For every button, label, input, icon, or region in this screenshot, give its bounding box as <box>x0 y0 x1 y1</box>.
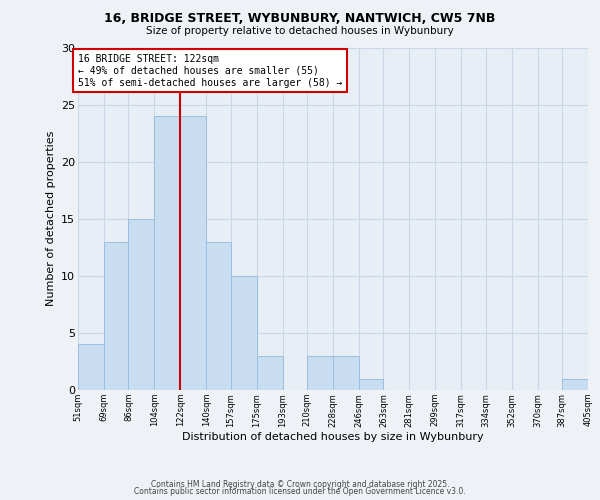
Bar <box>359 378 383 390</box>
X-axis label: Distribution of detached houses by size in Wybunbury: Distribution of detached houses by size … <box>182 432 484 442</box>
Text: Contains public sector information licensed under the Open Government Licence v3: Contains public sector information licen… <box>134 487 466 496</box>
Bar <box>206 242 231 390</box>
Text: Contains HM Land Registry data © Crown copyright and database right 2025.: Contains HM Land Registry data © Crown c… <box>151 480 449 489</box>
Bar <box>333 356 359 390</box>
Bar <box>231 276 257 390</box>
Bar <box>180 116 206 390</box>
Bar <box>307 356 333 390</box>
Text: Size of property relative to detached houses in Wybunbury: Size of property relative to detached ho… <box>146 26 454 36</box>
Bar <box>78 344 104 390</box>
Bar <box>104 242 128 390</box>
Text: 16 BRIDGE STREET: 122sqm
← 49% of detached houses are smaller (55)
51% of semi-d: 16 BRIDGE STREET: 122sqm ← 49% of detach… <box>78 54 343 88</box>
Bar <box>154 116 180 390</box>
Bar <box>128 219 154 390</box>
Bar <box>562 378 588 390</box>
Text: 16, BRIDGE STREET, WYBUNBURY, NANTWICH, CW5 7NB: 16, BRIDGE STREET, WYBUNBURY, NANTWICH, … <box>104 12 496 26</box>
Bar <box>257 356 283 390</box>
Y-axis label: Number of detached properties: Number of detached properties <box>46 131 56 306</box>
